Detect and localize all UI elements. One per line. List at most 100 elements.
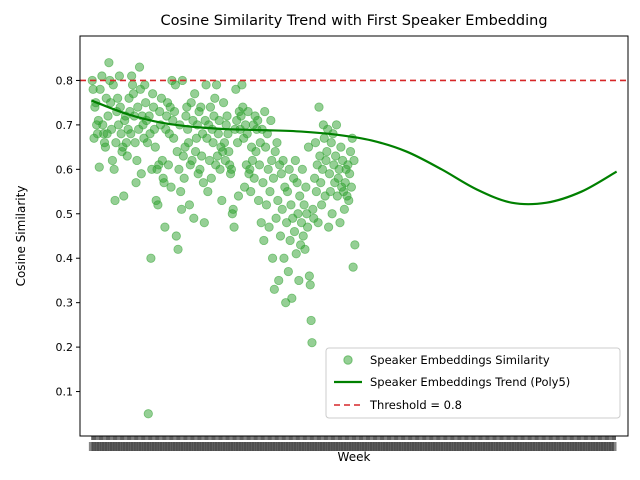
x-tick-label-glyph (146, 442, 152, 451)
x-tick-label-glyph (459, 442, 465, 451)
data-point (97, 71, 107, 81)
data-point (325, 186, 335, 197)
data-point (132, 155, 142, 166)
data-point (130, 138, 140, 148)
x-tick-label-glyph (530, 442, 536, 451)
data-point (284, 164, 294, 174)
data-point (201, 80, 211, 90)
x-tick-label-glyph (414, 442, 420, 451)
data-point (261, 200, 272, 210)
x-tick-label-glyph (249, 442, 255, 451)
data-point (245, 164, 255, 174)
data-point (156, 93, 167, 103)
x-tick-label-glyph (456, 442, 462, 451)
data-point (228, 204, 238, 214)
data-point (315, 151, 325, 161)
data-point (190, 146, 201, 157)
x-tick-label-glyph (572, 442, 578, 451)
data-point (267, 155, 277, 166)
data-point (148, 102, 159, 112)
data-point (305, 280, 315, 290)
data-point (226, 164, 237, 174)
data-point (113, 93, 123, 103)
x-tick-label-glyph (104, 442, 110, 451)
data-point (265, 186, 275, 197)
x-tick-label-glyph (348, 442, 354, 451)
x-tick-label-glyph (582, 442, 588, 451)
chart-title: Cosine Similarity Trend with First Speak… (160, 13, 547, 29)
x-tick-label-glyph (375, 442, 381, 451)
data-point (296, 218, 307, 228)
x-tick-label-glyph (288, 442, 294, 451)
x-tick-label-glyph (564, 442, 570, 451)
x-tick-label-glyph (537, 442, 543, 451)
x-tick-label-glyph (188, 442, 194, 451)
data-point (340, 178, 350, 188)
data-point (306, 315, 316, 326)
x-tick-label-glyph (367, 442, 373, 451)
x-tick-label-glyph (461, 442, 467, 451)
data-point (339, 204, 349, 214)
data-point (263, 164, 273, 174)
data-point (290, 155, 300, 166)
x-tick-label-glyph (304, 442, 310, 451)
data-point (187, 155, 197, 166)
x-tick-label-glyph (293, 442, 299, 451)
x-tick-label-glyph (319, 442, 325, 451)
data-point (191, 133, 202, 143)
x-tick-label-glyph (561, 442, 567, 451)
data-point (221, 120, 231, 130)
x-tick-label-glyph (214, 442, 220, 451)
x-tick-label-glyph (343, 442, 349, 451)
legend-marker-similarity (343, 355, 353, 365)
data-point (350, 240, 360, 250)
x-tick-label-glyph (330, 442, 336, 451)
y-tick-label: 0.1 (56, 386, 74, 399)
data-point (293, 209, 303, 219)
data-point (178, 151, 188, 161)
data-point (316, 178, 326, 188)
x-tick-label-glyph (172, 442, 178, 451)
y-tick-label: 0.6 (56, 163, 74, 176)
data-point (346, 182, 356, 192)
x-tick-label-glyph (474, 442, 480, 451)
data-point (249, 173, 259, 183)
data-point (268, 173, 279, 183)
x-tick-label-glyph (430, 442, 436, 451)
data-point (95, 84, 105, 94)
data-point (181, 111, 191, 121)
x-tick-label-glyph (280, 442, 286, 451)
data-point (310, 173, 320, 183)
data-point (204, 155, 215, 166)
data-point (331, 120, 342, 130)
data-point (253, 195, 264, 206)
data-point (173, 244, 183, 254)
data-point (271, 213, 281, 223)
x-tick-label-glyph (464, 442, 470, 451)
x-tick-label-glyph (569, 442, 575, 451)
data-point (285, 235, 295, 246)
data-point (110, 195, 120, 206)
data-point (215, 164, 225, 174)
data-point (166, 182, 176, 192)
data-point (260, 142, 271, 152)
data-point (160, 222, 170, 232)
data-point (331, 151, 341, 161)
x-tick-label-glyph (256, 442, 262, 451)
data-point (302, 222, 313, 232)
x-tick-label-glyph (309, 442, 315, 451)
x-tick-label-glyph (317, 442, 323, 451)
x-tick-label-glyph (272, 442, 278, 451)
legend-label-similarity: Speaker Embeddings Similarity (370, 353, 550, 367)
data-point (159, 178, 169, 188)
x-tick-label-glyph (120, 442, 126, 451)
data-point (114, 71, 124, 81)
data-point (213, 129, 223, 139)
data-point (184, 200, 195, 210)
x-tick-label-glyph (498, 442, 504, 451)
data-point (259, 235, 269, 246)
x-tick-label-glyph (514, 442, 520, 451)
y-tick-label: 0.3 (56, 297, 74, 310)
x-tick-label-glyph (600, 442, 606, 451)
x-tick-label-glyph (243, 442, 249, 451)
